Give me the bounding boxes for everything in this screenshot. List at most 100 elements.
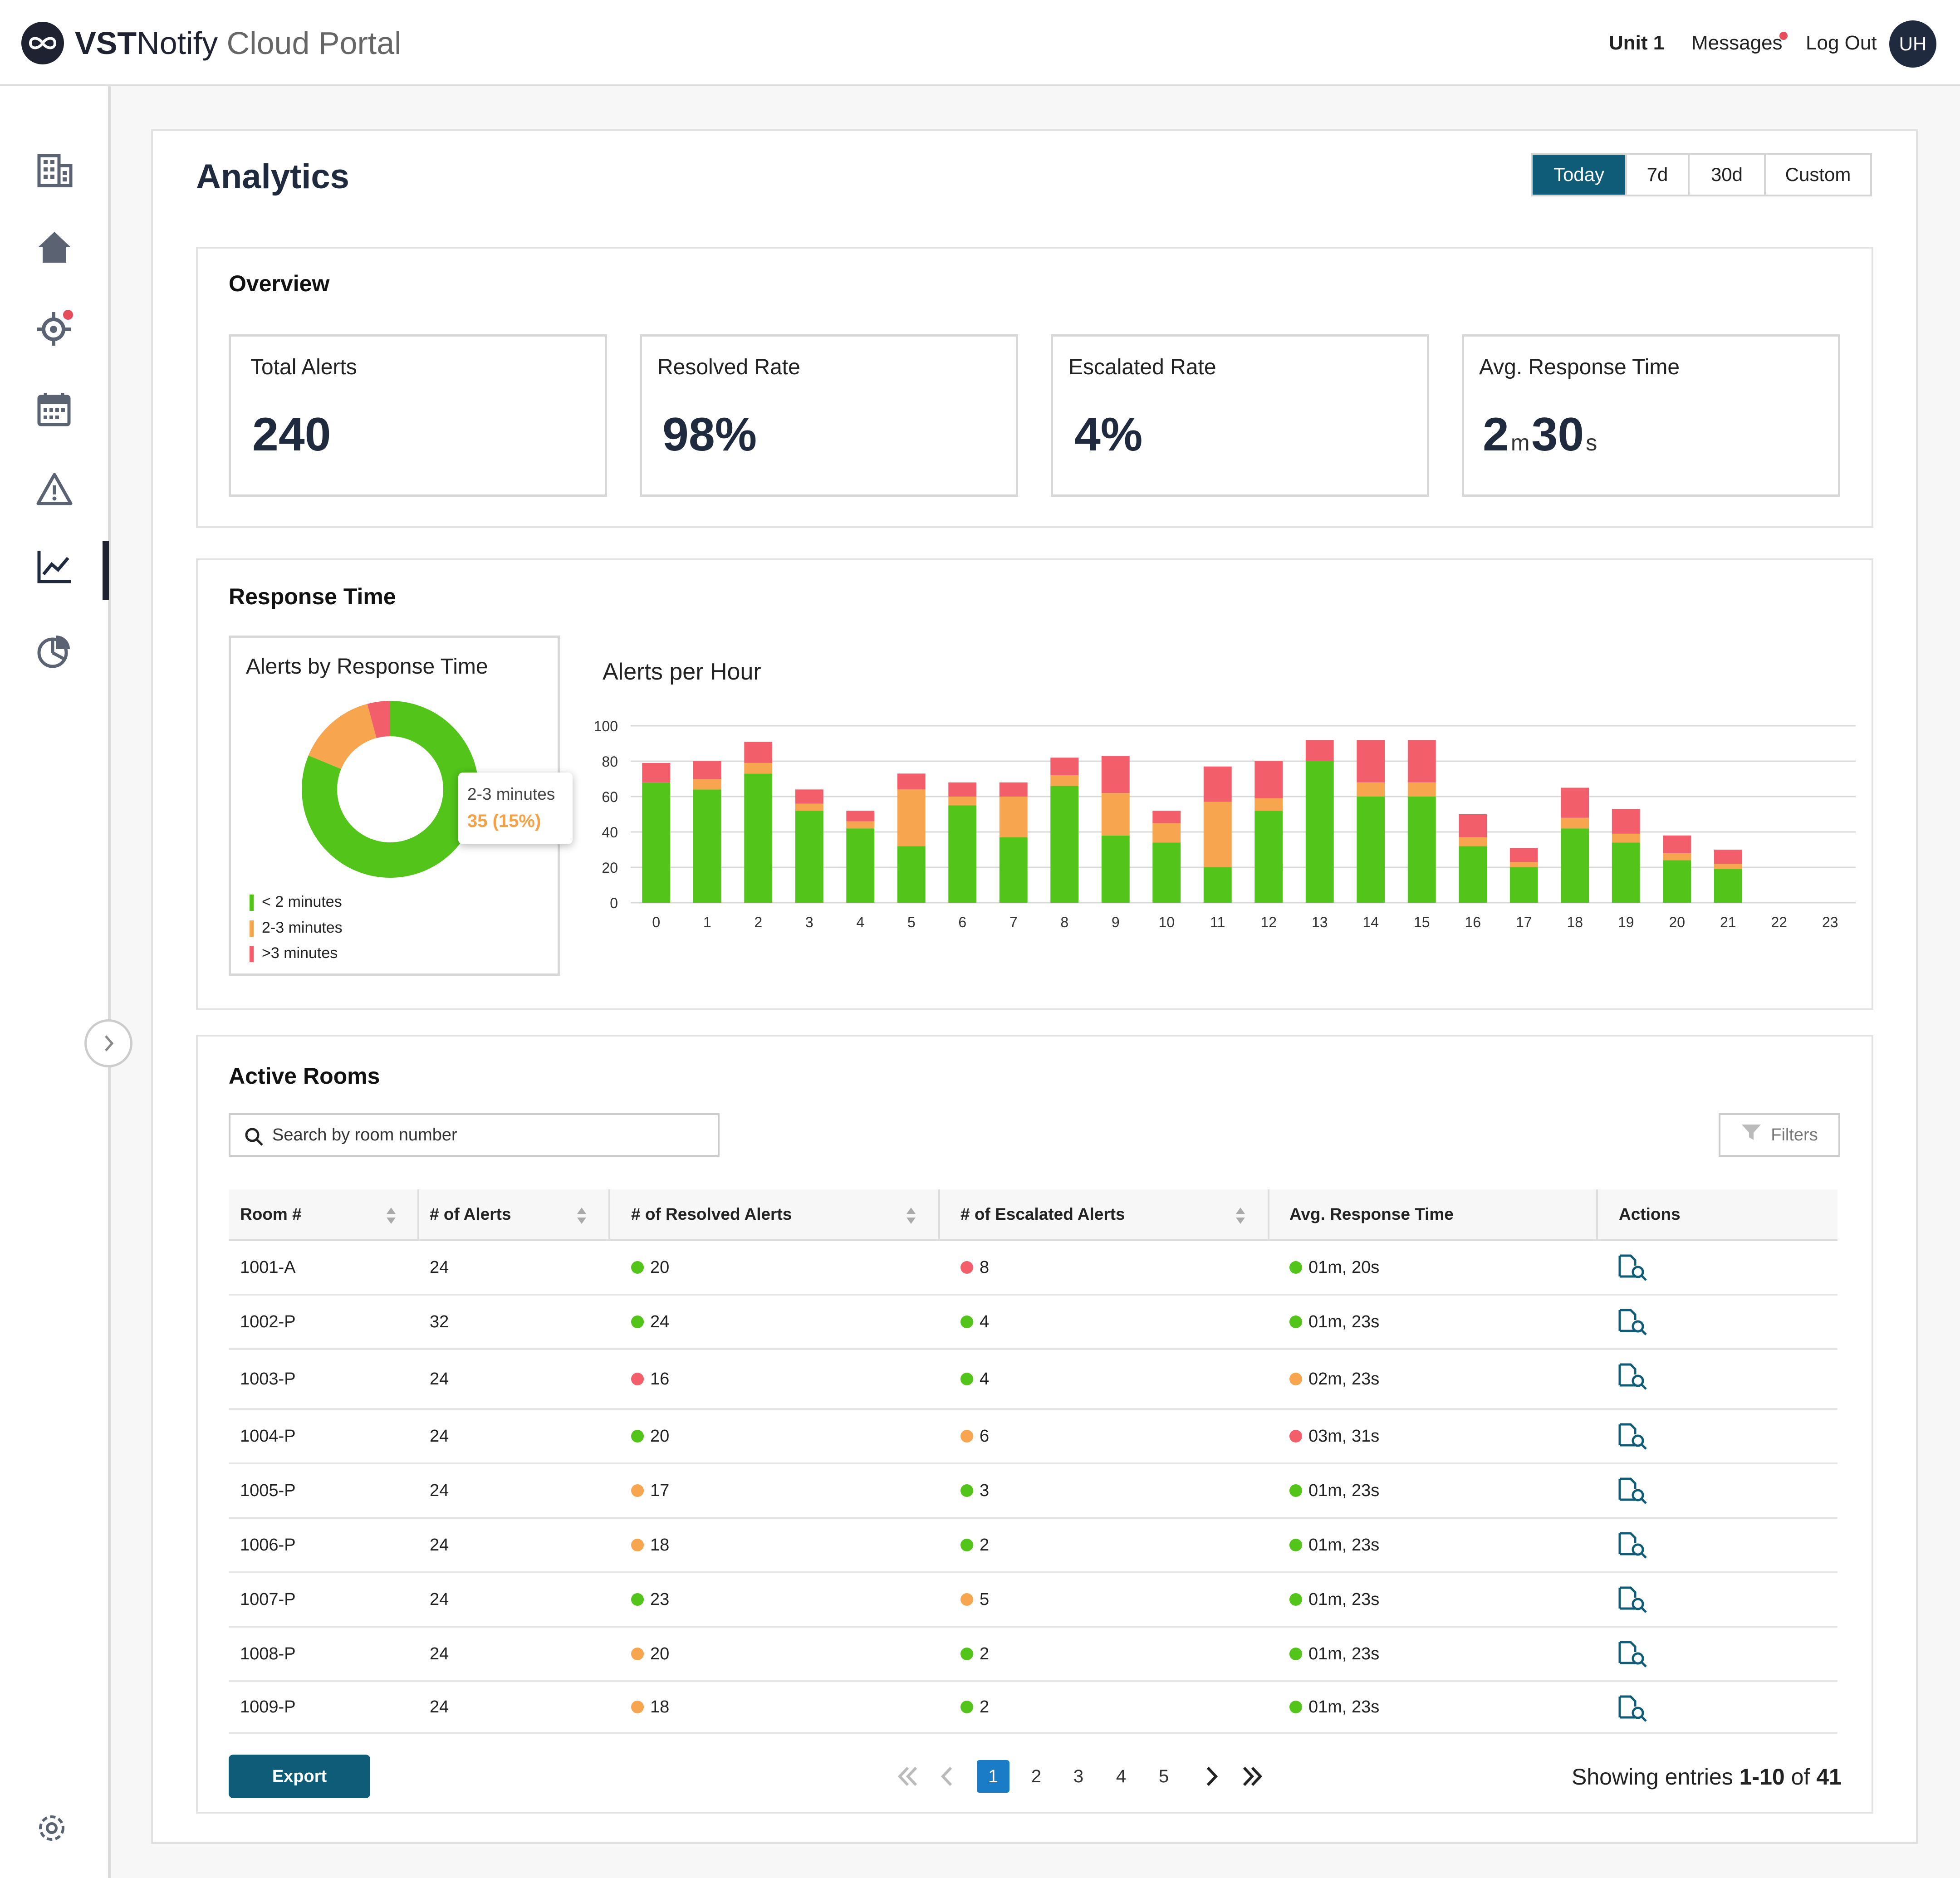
page-1-button[interactable]: 1 [977,1760,1009,1793]
bar-segment [1254,811,1283,903]
range-7d-button[interactable]: 7d [1625,155,1688,195]
page-title: Analytics [196,157,349,196]
bar-segment [897,789,926,846]
x-tick-label: 5 [907,914,916,930]
analytics-icon[interactable] [35,547,74,585]
building-icon[interactable] [35,151,74,189]
range-30d-button[interactable]: 30d [1688,155,1764,195]
status-dot [1289,1593,1302,1606]
bar-segment [948,805,977,903]
view-details-icon[interactable] [1617,1640,1649,1669]
last-page-icon[interactable] [1234,1760,1270,1793]
date-range-selector: Today 7d 30d Custom [1531,153,1872,196]
col-resolved[interactable]: # of Resolved Alerts [631,1205,792,1223]
sort-icon[interactable] [1235,1207,1246,1225]
filters-label: Filters [1771,1125,1818,1144]
logout-link[interactable]: Log Out [1806,32,1877,54]
range-today-button[interactable]: Today [1533,155,1625,195]
resolved-cell-text: 18 [650,1697,670,1717]
donut-slice-2[interactable] [367,701,390,738]
filters-button[interactable]: Filters [1719,1113,1840,1157]
home-icon[interactable] [35,228,74,266]
view-details-icon[interactable] [1617,1423,1649,1452]
resolved-cell-text: 24 [650,1312,670,1331]
avg-response-cell-text: 01m, 23s [1308,1589,1380,1609]
previous-page-icon[interactable] [934,1760,961,1793]
first-page-icon[interactable] [892,1760,924,1793]
unit-selector[interactable]: Unit 1 [1609,32,1665,54]
view-details-icon[interactable] [1617,1531,1649,1560]
status-dot [631,1539,644,1551]
bar-segment [1050,786,1079,903]
bar-segment [1357,740,1385,782]
donut-chart[interactable] [299,699,481,880]
y-tick-label: 80 [602,753,618,770]
resolved-cell-text: 20 [650,1257,670,1277]
pie-chart-icon[interactable] [35,632,74,670]
donut-slice-1[interactable] [308,704,377,769]
user-avatar[interactable]: UH [1889,20,1936,68]
bar-segment [1152,811,1181,823]
calendar-icon[interactable] [35,390,74,428]
bar-segment [1357,782,1385,797]
escalated-cell: 4 [960,1350,989,1408]
resolved-cell: 16 [631,1350,669,1408]
col-escalated[interactable]: # of Escalated Alerts [960,1205,1125,1223]
brand-suffix: Cloud Portal [218,25,402,61]
sidebar-expand-button[interactable] [84,1019,132,1067]
bar-segment [795,811,823,903]
bar-segment [1612,842,1640,903]
page-3-button[interactable]: 3 [1073,1766,1084,1786]
settings-icon[interactable] [35,1810,74,1848]
range-custom-button[interactable]: Custom [1764,155,1870,195]
x-tick-label: 9 [1112,914,1120,930]
bar-segment [693,779,721,790]
messages-link[interactable]: Messages [1691,32,1783,54]
view-details-icon[interactable] [1617,1586,1649,1615]
y-tick-label: 20 [602,860,618,876]
page-2-button[interactable]: 2 [1031,1766,1042,1786]
warning-icon[interactable] [35,470,74,508]
col-room[interactable]: Room # [240,1205,302,1223]
export-button[interactable]: Export [229,1755,370,1798]
legend-item-2-3: 2-3 minutes [250,916,343,939]
donut-slice-0[interactable] [302,701,479,878]
escalated-cell-text: 2 [980,1535,990,1555]
bar-segment [1663,860,1691,903]
status-dot [631,1701,644,1713]
escalated-cell: 4 [960,1296,989,1348]
room-cell-text: 1002-P [240,1312,296,1331]
location-alert-icon[interactable] [35,308,74,347]
view-details-icon[interactable] [1617,1363,1649,1392]
col-alerts[interactable]: # of Alerts [430,1205,511,1223]
bar-segment [1459,814,1487,837]
sort-icon[interactable] [386,1207,397,1225]
view-details-icon[interactable] [1617,1308,1649,1337]
page-4-button[interactable]: 4 [1116,1766,1127,1786]
column-divider [608,1189,610,1239]
bar-segment [897,773,926,790]
view-details-icon[interactable] [1617,1695,1649,1724]
alerts-cell-text: 24 [430,1426,449,1446]
kpi-resolved-rate [640,334,1018,497]
sort-icon[interactable] [576,1207,587,1225]
status-dot [1289,1701,1302,1713]
sort-icon[interactable] [906,1207,916,1225]
status-dot [631,1648,644,1660]
bar-segment [1714,850,1742,864]
view-details-icon[interactable] [1617,1477,1649,1506]
next-page-icon[interactable] [1198,1760,1225,1793]
view-details-icon[interactable] [1617,1254,1649,1283]
status-dot [960,1261,973,1274]
page-5-button[interactable]: 5 [1158,1766,1169,1786]
room-cell-text: 1008-P [240,1644,296,1663]
escalated-cell: 8 [960,1241,989,1294]
sidebar [0,86,111,1878]
room-cell: 1003-P [240,1350,296,1408]
escalated-cell-text: 3 [980,1481,990,1500]
room-cell-text: 1004-P [240,1426,296,1446]
table-row: 1007-P 24 23 5 01m, 23s [229,1573,1838,1628]
bar-segment [1407,782,1436,797]
brand-title[interactable]: VSTNotify Cloud Portal [75,23,402,64]
search-input[interactable] [272,1115,708,1155]
